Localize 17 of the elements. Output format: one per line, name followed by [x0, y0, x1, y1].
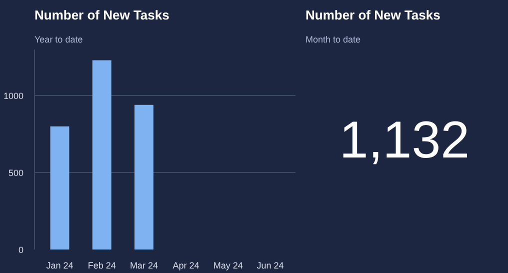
x-tick-label: May 24 [213, 260, 243, 270]
text: Month to date [306, 34, 361, 44]
x-tick-label: Jun 24 [256, 260, 284, 270]
text: Number of New Tasks [306, 8, 440, 22]
bar [134, 104, 154, 250]
x-tick-label: Apr 24 [172, 260, 200, 270]
y-tick-label: 1000 [3, 91, 24, 102]
x-tick-label: Feb 24 [88, 260, 116, 270]
chart-subtitle: Year to date [34, 34, 83, 44]
x-tick-label: Jan 24 [46, 260, 74, 270]
y-tick-label: 0 [18, 245, 24, 255]
text: 1,132 [339, 112, 470, 170]
bar [92, 60, 112, 250]
bar [50, 126, 70, 250]
y-tick-label: 500 [8, 168, 24, 178]
x-tick-label: Mar 24 [130, 260, 158, 270]
chart-title: Number of New Tasks [34, 8, 170, 22]
